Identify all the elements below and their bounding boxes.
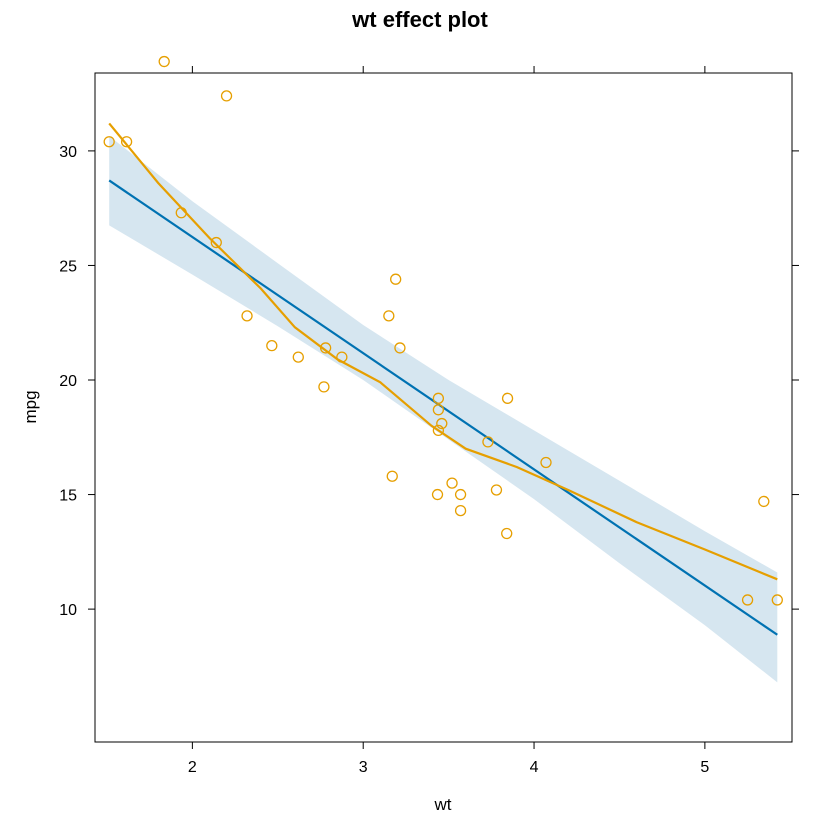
y-tick-label: 20 [59,373,77,390]
data-point [436,417,448,430]
y-tick-label: 10 [59,602,77,619]
x-axis-label: wt [434,795,452,814]
chart-title: wt effect plot [351,7,488,32]
plot-frame [94,72,793,743]
data-point [336,351,348,363]
data-point [266,339,278,352]
y-tick-label: 30 [59,144,77,161]
data-point [758,495,770,508]
data-point [432,404,445,416]
data-point [501,527,513,540]
data-point [158,55,170,68]
data-point [383,310,395,322]
data-point [390,273,402,285]
smooth-line-layer [108,122,778,581]
data-point [175,207,187,219]
data-point [540,456,552,469]
x-tick-label: 4 [530,759,539,776]
data-point [120,136,133,148]
data-point [482,436,494,448]
data-point [318,381,330,393]
data-point [292,351,304,363]
data-point [490,484,503,496]
data-point [431,488,444,501]
x-tick-label: 5 [700,759,709,776]
data-point [319,342,332,354]
x-tick-label: 2 [188,759,197,776]
data-point [394,342,406,354]
data-point [454,504,467,517]
data-point [386,470,398,482]
data-point [432,424,445,437]
ticks-layer: 2 3 4 5 10 15 20 25 30 [59,66,799,776]
points-layer [103,55,783,606]
data-point [446,477,458,489]
data-point [771,594,783,606]
data-point [220,90,233,102]
data-point [501,392,514,404]
data-point [454,488,467,501]
x-tick-label: 3 [359,759,368,776]
data-point [241,310,253,322]
data-point [432,392,445,404]
data-point [210,236,222,249]
y-tick-label: 15 [59,488,77,505]
data-point [103,136,115,148]
data-point [741,594,754,606]
smooth-line [108,122,778,581]
y-tick-label: 25 [59,258,77,275]
y-axis-label: mpg [21,390,40,423]
